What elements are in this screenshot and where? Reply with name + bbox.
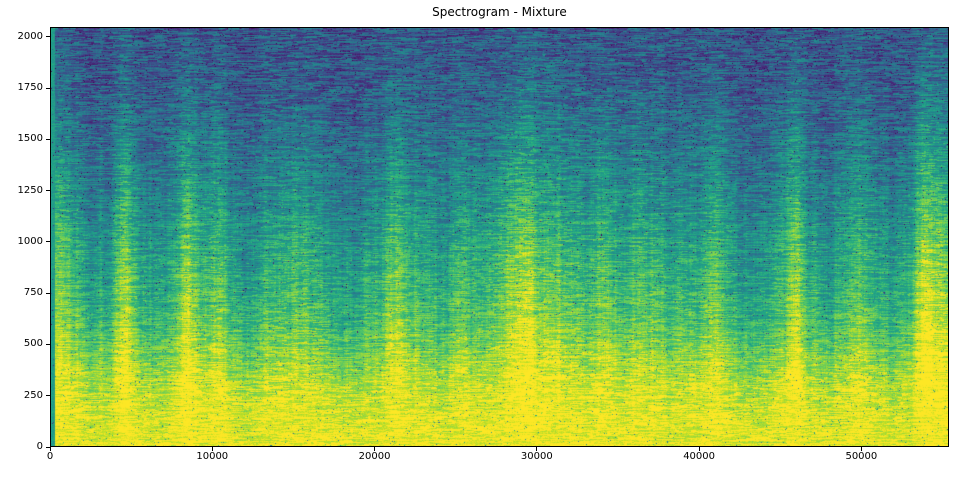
x-tick-label-1: 10000 [196, 451, 229, 462]
y-tick-mark-8 [46, 36, 50, 38]
y-tick-mark-0 [46, 446, 50, 448]
y-tick-mark-4 [46, 241, 50, 243]
x-tick-mark-3 [536, 447, 538, 451]
chart-title: Spectrogram - Mixture [432, 5, 567, 19]
y-tick-mark-6 [46, 138, 50, 140]
x-tick-mark-4 [698, 447, 700, 451]
spectrogram-heatmap [51, 28, 948, 446]
x-tick-mark-2 [374, 447, 376, 451]
x-tick-label-5: 50000 [845, 451, 878, 462]
y-tick-label-1: 250 [23, 389, 43, 401]
y-tick-label-8: 2000 [17, 30, 43, 42]
x-tick-mark-0 [49, 447, 51, 451]
y-tick-label-6: 1500 [17, 133, 43, 145]
y-tick-label-0: 0 [36, 441, 43, 452]
y-tick-mark-1 [46, 395, 50, 397]
y-tick-label-7: 1750 [17, 82, 43, 94]
x-tick-mark-1 [211, 447, 213, 451]
x-tick-label-4: 40000 [683, 451, 715, 462]
y-tick-mark-5 [46, 190, 50, 192]
y-tick-mark-7 [46, 87, 50, 89]
x-tick-label-3: 30000 [520, 451, 553, 462]
plot-area [50, 27, 949, 447]
y-tick-label-2: 500 [23, 338, 43, 350]
x-tick-label-0: 0 [46, 451, 54, 462]
y-tick-mark-3 [46, 292, 50, 294]
y-tick-mark-2 [46, 343, 50, 345]
y-tick-label-5: 1250 [17, 184, 43, 196]
y-tick-label-3: 750 [23, 287, 43, 299]
y-tick-label-4: 1000 [17, 235, 43, 247]
x-tick-label-2: 20000 [358, 451, 391, 462]
x-tick-mark-5 [860, 447, 862, 451]
